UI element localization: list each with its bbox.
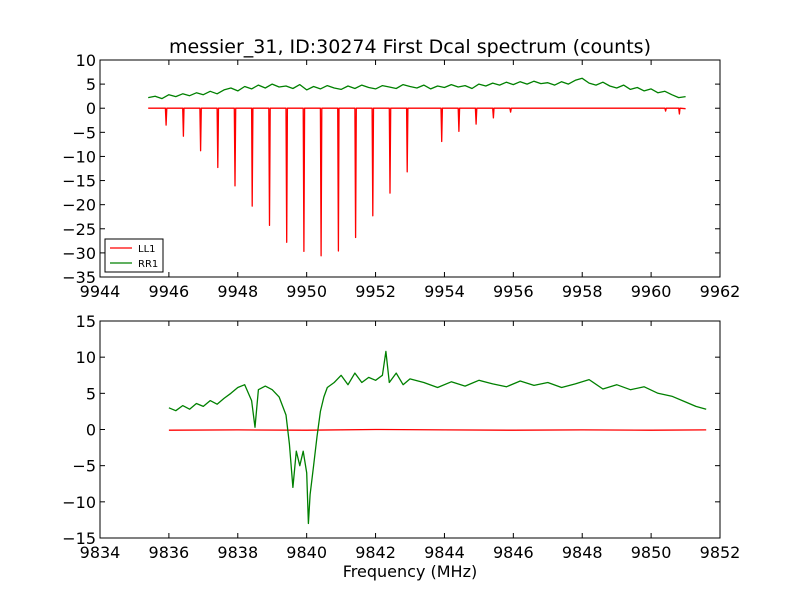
legend: LL1 RR1 (104, 238, 164, 273)
top-y-tick-label: −35 (62, 268, 96, 287)
top-series-rr1 (148, 77, 686, 100)
top-axis-ticks: 9944 9946 9948 9950 9952 9954 9956 9958 9960 9962… (62, 51, 740, 301)
bottom-x-tick-label: 9852 (700, 543, 741, 562)
bottom-x-tick-label: 9834 (80, 543, 121, 562)
bottom-spectrum-panel: 9834 9836 9838 9840 9842 9844 9846 9848 9850 9852… (62, 312, 740, 581)
top-y-tick-label: 0 (86, 99, 96, 118)
bottom-x-tick-label: 9842 (355, 543, 396, 562)
top-y-tick-label: 5 (86, 75, 96, 94)
legend-label-rr1: RR1 (138, 259, 158, 270)
top-x-tick-label: 9962 (700, 282, 741, 301)
top-series-ll1 (148, 107, 686, 257)
bottom-series-rr1 (168, 350, 707, 525)
top-spectrum-panel: messier_31, ID:30274 First Dcal spectrum… (62, 36, 740, 301)
top-y-tick-label: −30 (62, 244, 96, 263)
top-x-tick-label: 9952 (355, 282, 396, 301)
bottom-x-tick-label: 9848 (562, 543, 603, 562)
top-x-tick-label: 9948 (217, 282, 258, 301)
top-y-tick-label: −20 (62, 196, 96, 215)
top-x-tick-label: 9958 (562, 282, 603, 301)
top-x-tick-label: 9954 (424, 282, 465, 301)
bottom-x-tick-label: 9850 (631, 543, 672, 562)
bottom-y-tick-label: −10 (62, 493, 96, 512)
bottom-y-tick-label: 0 (86, 421, 96, 440)
top-x-tick-label: 9950 (286, 282, 327, 301)
bottom-y-tick-label: 10 (76, 348, 96, 367)
bottom-y-tick-label: 5 (86, 384, 96, 403)
legend-box (104, 238, 164, 273)
bottom-x-tick-label: 9838 (217, 543, 258, 562)
top-x-tick-label: 9956 (493, 282, 534, 301)
bottom-x-tick-label: 9836 (149, 543, 190, 562)
bottom-y-tick-label: −15 (62, 529, 96, 548)
top-y-tick-label: −5 (72, 123, 96, 142)
bottom-x-tick-label: 9844 (424, 543, 465, 562)
bottom-x-tick-label: 9846 (493, 543, 534, 562)
bottom-x-tick-label: 9840 (286, 543, 327, 562)
bottom-y-tick-label: 15 (76, 312, 96, 331)
bottom-axis-ticks: 9834 9836 9838 9840 9842 9844 9846 9848 9850 9852… (62, 312, 740, 562)
top-x-tick-label: 9960 (631, 282, 672, 301)
bottom-series-ll1 (168, 428, 707, 431)
x-axis-label: Frequency (MHz) (343, 562, 477, 581)
top-x-tick-label: 9944 (80, 282, 121, 301)
top-y-tick-label: −10 (62, 147, 96, 166)
top-plot-frame (99, 59, 721, 278)
top-y-tick-label: 10 (76, 51, 96, 70)
bottom-plot-frame (99, 320, 721, 539)
bottom-series-group (168, 350, 707, 525)
legend-label-ll1: LL1 (138, 244, 156, 255)
top-series-group (148, 77, 686, 257)
top-y-tick-label: −25 (62, 220, 96, 239)
chart-title: messier_31, ID:30274 First Dcal spectrum… (169, 36, 651, 58)
top-x-tick-label: 9946 (149, 282, 190, 301)
bottom-y-tick-label: −5 (72, 457, 96, 476)
top-y-tick-label: −15 (62, 172, 96, 191)
